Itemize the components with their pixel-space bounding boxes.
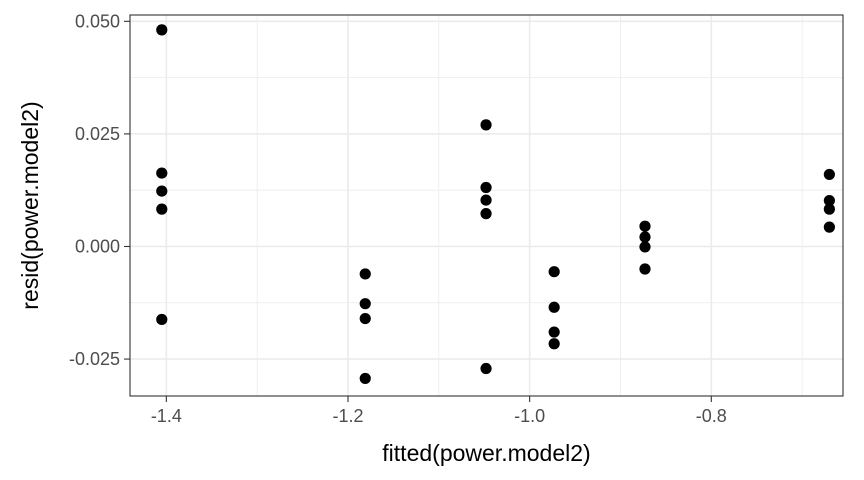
panel-border	[129, 14, 844, 397]
data-point	[548, 338, 560, 350]
data-point	[639, 241, 651, 253]
data-point	[548, 266, 560, 278]
data-point	[823, 168, 835, 181]
data-point	[639, 220, 651, 232]
data-point	[480, 181, 492, 194]
data-point	[548, 301, 560, 313]
data-point	[156, 167, 168, 179]
y-tick-label: 0.000	[75, 236, 120, 256]
data-point	[548, 326, 560, 338]
data-point	[156, 24, 168, 36]
y-tick-label: 0.050	[75, 11, 120, 31]
data-point	[156, 313, 168, 326]
data-point	[480, 119, 492, 131]
data-point	[480, 362, 492, 375]
data-point	[156, 203, 168, 215]
x-axis-ticks: -1.4 -1.2 -1.0 -0.8	[151, 396, 727, 426]
data-point	[823, 221, 835, 233]
data-point	[359, 298, 371, 310]
data-point	[823, 203, 835, 215]
y-axis-ticks: -0.025 0.000 0.025 0.050	[69, 11, 130, 369]
x-tick-label: -0.8	[696, 406, 727, 426]
data-point	[359, 372, 371, 385]
x-axis-title: fitted(power.model2)	[382, 440, 590, 466]
data-point	[359, 312, 371, 325]
data-point	[480, 194, 492, 206]
y-tick-label: 0.025	[75, 124, 120, 144]
data-points	[156, 24, 835, 385]
data-point	[156, 185, 168, 197]
x-tick-label: -1.0	[514, 406, 545, 426]
data-point	[639, 231, 651, 243]
y-axis-title: resid(power.model2)	[17, 101, 43, 309]
data-point	[359, 268, 371, 280]
data-point	[480, 208, 492, 220]
major-gridlines	[130, 15, 843, 396]
data-point	[639, 263, 651, 275]
x-tick-label: -1.4	[151, 406, 182, 426]
x-tick-label: -1.2	[332, 406, 363, 426]
data-point	[823, 194, 835, 207]
y-tick-label: -0.025	[69, 349, 120, 369]
